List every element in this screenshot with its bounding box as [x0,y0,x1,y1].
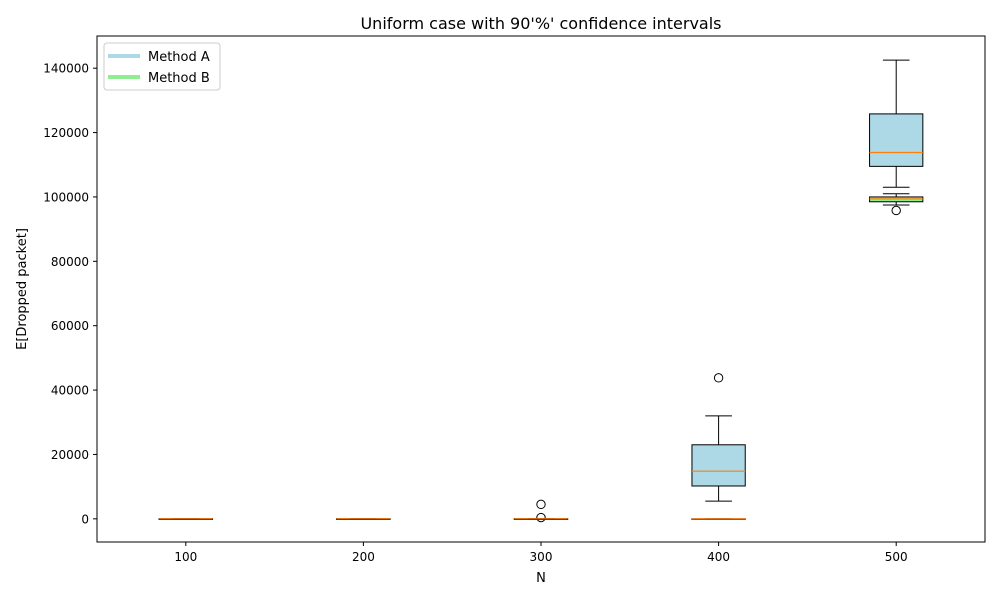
legend-label-method-b: Method B [148,71,210,86]
outlier-point [536,499,546,510]
outlier-point [536,512,546,523]
outlier-point [713,373,724,383]
series-method-b [158,193,924,520]
y-tick-label: 20000 [51,448,89,462]
box-method-b-100 [158,518,213,520]
x-tick-label: 500 [885,550,908,564]
legend-label-method-a: Method A [148,50,210,65]
y-tick-label: 120000 [43,126,89,140]
box-method-b-200 [336,518,391,520]
x-tick-label: 400 [707,550,730,564]
x-axis-label: N [536,571,546,586]
x-tick-label: 300 [530,550,553,564]
x-tick-label: 200 [352,550,375,564]
y-tick-label: 80000 [51,255,89,269]
y-tick-label: 40000 [51,384,89,398]
plot-area [96,35,986,543]
chart-title: Uniform case with 90'%' confidence inter… [360,14,721,33]
series-method-a [158,59,924,523]
legend: Method A Method B [103,42,221,91]
box-method-b-500 [869,193,924,216]
x-tick-label: 100 [174,550,197,564]
outlier-point [891,205,901,216]
y-tick-label: 100000 [43,190,89,204]
y-tick-label: 60000 [51,319,89,333]
box-method-b-400 [691,518,746,520]
y-tick-label: 0 [81,512,89,526]
box-method-a-500 [869,59,924,188]
y-tick-label: 140000 [43,62,89,76]
y-axis: 0 20000 40000 60000 80000 100000 120000 140000 [43,62,97,526]
box-body [869,113,924,167]
box-body [691,444,746,487]
box-method-b-300 [513,518,569,520]
y-axis-label: E[Dropped packet] [15,228,30,350]
box-method-a-400 [691,373,746,502]
x-axis: 100 200 300 400 500 [174,542,908,564]
